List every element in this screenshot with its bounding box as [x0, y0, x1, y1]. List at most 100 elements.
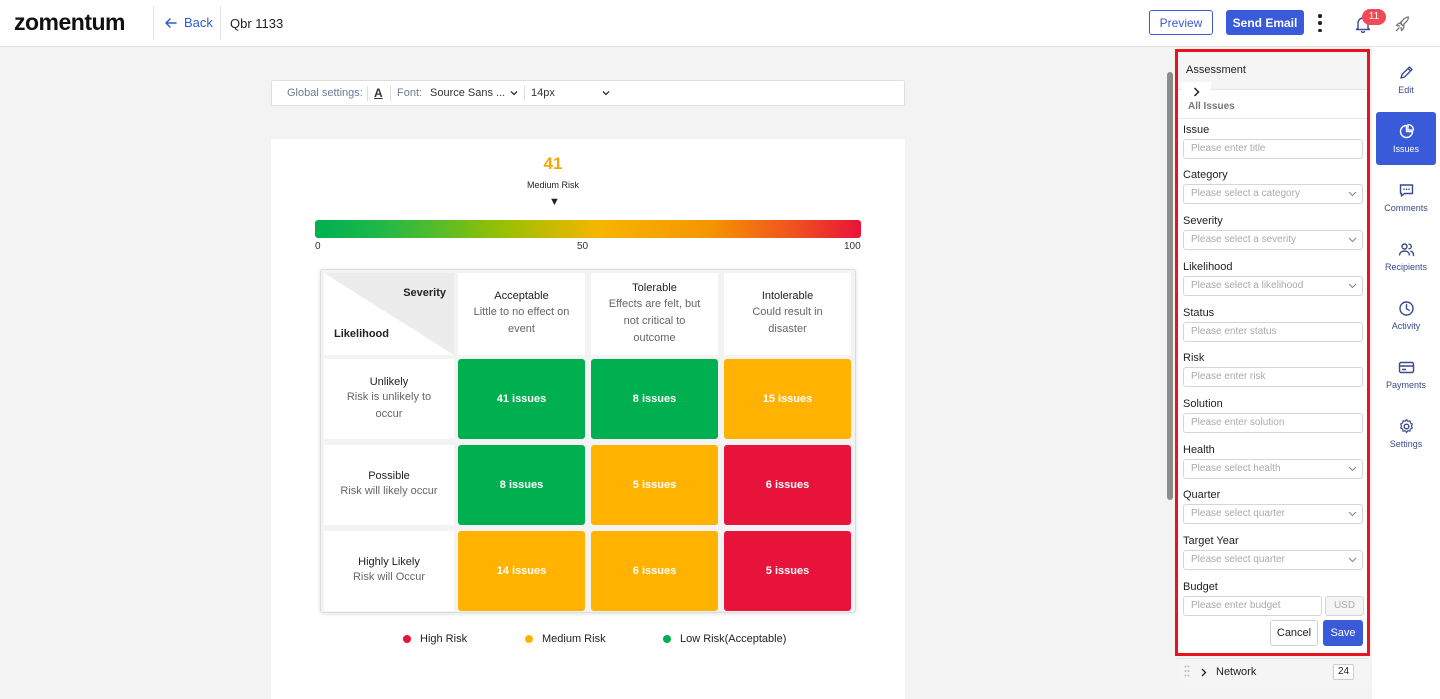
- sidebar-item-recipients[interactable]: Recipients: [1376, 230, 1436, 283]
- field-label: Health: [1183, 444, 1215, 456]
- legend-label: High Risk: [420, 633, 468, 645]
- severity-field: Severity Please select a severity: [1183, 214, 1365, 250]
- rocket-icon[interactable]: [1394, 15, 1412, 33]
- risk-score: 41: [543, 154, 563, 173]
- quarter-select[interactable]: Please select quarter: [1183, 504, 1363, 524]
- field-label: Issue: [1183, 124, 1210, 136]
- arrow-left-icon: [165, 17, 177, 28]
- matrix-cell[interactable]: 41 issues: [458, 359, 585, 439]
- pencil-icon: [1399, 66, 1413, 79]
- solution-field: Solution Please enter solution: [1183, 397, 1365, 433]
- row-title: Unlikely: [369, 375, 409, 388]
- text-format-icon[interactable]: A: [374, 86, 383, 100]
- risk-input[interactable]: Please enter risk: [1183, 367, 1363, 387]
- font-select[interactable]: Source Sans ...: [430, 87, 506, 99]
- column-header-acceptable: Acceptable Little to no effect on event: [458, 273, 585, 355]
- row-header-highly-likely: Highly Likely Risk will Occur: [324, 531, 454, 611]
- network-section[interactable]: Network 24: [1177, 658, 1369, 684]
- cancel-button[interactable]: Cancel: [1270, 620, 1318, 646]
- canvas-scrollbar[interactable]: [1167, 72, 1173, 500]
- corner-diagonal: [324, 273, 454, 355]
- column-title: Tolerable: [632, 281, 677, 294]
- matrix-cell[interactable]: 6 issues: [724, 445, 851, 525]
- target-year-select[interactable]: Please select quarter: [1183, 550, 1363, 570]
- matrix-cell[interactable]: 5 issues: [724, 531, 851, 611]
- chevron-down-icon: [1348, 237, 1357, 243]
- field-label: Solution: [1183, 398, 1223, 410]
- sidebar-item-label: Issues: [1392, 144, 1419, 154]
- gradient-tick-min: 0: [315, 241, 321, 252]
- document-title[interactable]: Qbr 1133: [230, 16, 284, 31]
- panel-title: Assessment: [1186, 64, 1246, 76]
- all-issues-link[interactable]: All Issues: [1188, 101, 1235, 112]
- chevron-right-icon[interactable]: [1201, 668, 1207, 677]
- legend-high-risk: High Risk: [403, 633, 467, 645]
- sidebar-item-payments[interactable]: Payments: [1376, 348, 1436, 401]
- people-icon: [1398, 243, 1414, 257]
- health-field: Health Please select health: [1183, 443, 1365, 479]
- column-desc: Effects are felt, but not critical to ou…: [608, 297, 701, 344]
- notification-badge: 11: [1362, 9, 1386, 25]
- field-label: Budget: [1183, 581, 1218, 593]
- network-count-badge: 24: [1333, 664, 1354, 680]
- preview-button[interactable]: Preview: [1149, 10, 1213, 35]
- row-title: Highly Likely: [358, 556, 420, 568]
- select-placeholder: Please select health: [1191, 463, 1281, 474]
- font-size-select[interactable]: 14px: [531, 87, 555, 99]
- sidebar-item-issues[interactable]: Issues: [1376, 112, 1436, 165]
- likelihood-axis-label: Likelihood: [334, 328, 389, 340]
- budget-input[interactable]: Please enter budget: [1183, 596, 1322, 616]
- risk-level-label: Medium Risk: [526, 180, 579, 190]
- column-title: Acceptable: [494, 290, 549, 302]
- more-options-icon[interactable]: [1313, 12, 1327, 34]
- matrix-corner: Severity Likelihood: [324, 273, 454, 355]
- row-title: Possible: [368, 470, 410, 482]
- matrix-cell[interactable]: 5 issues: [591, 445, 718, 525]
- field-label: Category: [1183, 169, 1228, 181]
- clock-icon: [1398, 301, 1414, 316]
- sidebar-item-activity[interactable]: Activity: [1376, 289, 1436, 342]
- severity-axis-label: Severity: [403, 287, 446, 299]
- column-desc: Could result in disaster: [752, 306, 823, 335]
- save-button[interactable]: Save: [1323, 620, 1363, 646]
- sidebar-item-label: Payments: [1385, 380, 1427, 390]
- likelihood-select[interactable]: Please select a likelihood: [1183, 276, 1363, 296]
- zomentum-logo[interactable]: zomentum: [14, 9, 126, 35]
- document-page: 41 Medium Risk ▼ 0 50 100 Severity Likel…: [271, 139, 905, 699]
- back-link[interactable]: Back: [164, 15, 213, 30]
- matrix-cell[interactable]: 8 issues: [591, 359, 718, 439]
- collapse-panel-button[interactable]: [1181, 82, 1211, 102]
- status-input[interactable]: Please enter status: [1183, 322, 1363, 342]
- risk-matrix: Severity Likelihood Acceptable Little to…: [320, 269, 856, 613]
- field-label: Target Year: [1183, 535, 1239, 547]
- matrix-cell[interactable]: 15 issues: [724, 359, 851, 439]
- issue-field: Issue Please enter title: [1183, 123, 1365, 159]
- drag-handle-icon[interactable]: [1184, 665, 1190, 677]
- solution-input[interactable]: Please enter solution: [1183, 413, 1363, 433]
- chevron-down-icon: [1348, 466, 1357, 472]
- issue-input[interactable]: Please enter title: [1183, 139, 1363, 159]
- matrix-cell[interactable]: 8 issues: [458, 445, 585, 525]
- field-label: Risk: [1183, 352, 1205, 364]
- send-email-button[interactable]: Send Email: [1226, 10, 1304, 35]
- card-icon: [1398, 361, 1414, 374]
- chevron-down-icon: [1348, 511, 1357, 517]
- sidebar-item-label: Settings: [1389, 439, 1423, 449]
- health-select[interactable]: Please select health: [1183, 459, 1363, 479]
- sidebar-item-comments[interactable]: Comments: [1376, 171, 1436, 224]
- legend-dot-icon: [663, 635, 671, 643]
- severity-select[interactable]: Please select a severity: [1183, 230, 1363, 250]
- quarter-field: Quarter Please select quarter: [1183, 488, 1365, 524]
- matrix-cell[interactable]: 14 issues: [458, 531, 585, 611]
- category-select[interactable]: Please select a category: [1183, 184, 1363, 204]
- row-desc: Risk will likely occur: [340, 485, 438, 497]
- chevron-down-icon[interactable]: [510, 89, 518, 97]
- select-placeholder: Please select a severity: [1191, 234, 1297, 245]
- chevron-down-icon[interactable]: [602, 89, 610, 97]
- matrix-cell[interactable]: 6 issues: [591, 531, 718, 611]
- row-desc: Risk will Occur: [352, 571, 426, 583]
- sidebar-item-edit[interactable]: Edit: [1376, 53, 1436, 106]
- sidebar-item-settings[interactable]: Settings: [1376, 407, 1436, 460]
- sidebar-item-label: Activity: [1391, 321, 1421, 331]
- likelihood-field: Likelihood Please select a likelihood: [1183, 260, 1365, 296]
